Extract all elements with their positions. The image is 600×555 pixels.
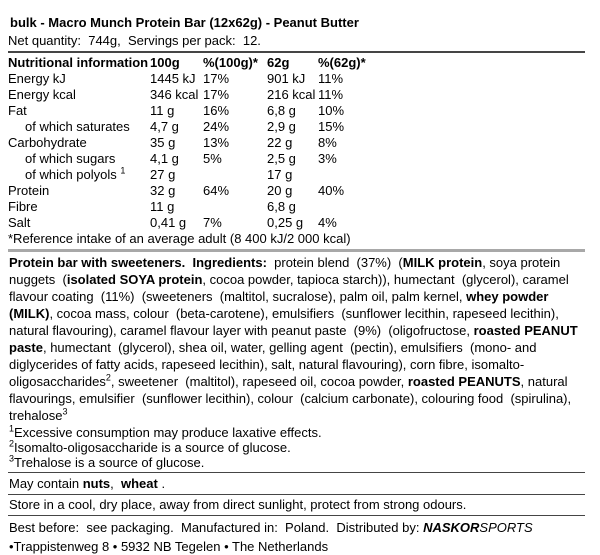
nutrient-label: Energy kJ xyxy=(8,71,66,86)
nutrient-label: of which polyols 1 xyxy=(25,165,126,182)
table-row: of which polyols 1 27 g 17 g xyxy=(8,165,585,183)
nutrient-label: Energy kcal xyxy=(8,87,76,102)
table-row: Protein 32 g 64% 20 g 40% xyxy=(8,183,585,199)
percent-per-62g xyxy=(318,167,585,183)
value-per-62g: 0,25 g xyxy=(267,215,304,230)
percent-per-62g: 4% xyxy=(318,215,337,230)
percent-per-100g: 7% xyxy=(203,215,222,230)
value-per-100g: 32 g xyxy=(150,183,176,198)
may-contain-line: May contain nuts, wheat . xyxy=(8,473,585,495)
value-per-100g: 35 g xyxy=(150,135,176,150)
header-62g: 62g xyxy=(267,55,290,70)
table-row: Carbohydrate 35 g 13% 22 g 8% xyxy=(8,135,585,151)
value-per-62g: 6,8 g xyxy=(267,199,296,214)
nutrient-label: Protein xyxy=(8,183,50,198)
value-per-62g: 216 kcal xyxy=(267,87,316,102)
percent-per-62g: 3% xyxy=(318,151,337,166)
footnotes-block: 1Excessive consumption may produce laxat… xyxy=(8,423,585,473)
value-per-62g: 901 kJ xyxy=(267,71,306,86)
value-per-100g: 4,7 g xyxy=(150,119,179,134)
percent-per-62g: 11% xyxy=(318,87,344,102)
value-per-100g: 11 g xyxy=(150,199,175,214)
header-pct-100g: %(100g)* xyxy=(203,55,258,70)
footnote: 1Excessive consumption may produce laxat… xyxy=(9,423,322,440)
table-row: Energy kJ 1445 kJ 17% 901 kJ 11% xyxy=(8,71,585,87)
value-per-62g: 17 g xyxy=(267,167,293,182)
nutrition-table: Nutritional information 100g %(100g)* 62… xyxy=(8,55,585,231)
percent-per-62g: 15% xyxy=(318,119,345,134)
percent-per-62g xyxy=(318,199,585,215)
distribution-line: Best before: see packaging. Manufactured… xyxy=(9,520,533,535)
percent-per-100g: 24% xyxy=(203,119,230,134)
nutrient-label: Fibre xyxy=(8,199,38,214)
distributor-address: •Trappistenweg 8 • 5932 NB Tegelen • The… xyxy=(9,539,329,554)
percent-per-100g: 13% xyxy=(203,135,230,150)
storage-instructions: Store in a cool, dry place, away from di… xyxy=(8,495,585,516)
nutrient-label: Fat xyxy=(8,103,27,118)
table-row: Energy kcal 346 kcal 17% 216 kcal 11% xyxy=(8,87,585,103)
reference-intake-note: *Reference intake of an average adult (8… xyxy=(8,231,585,252)
value-per-100g: 0,41 g xyxy=(150,215,187,230)
product-title: bulk - Macro Munch Protein Bar (12x62g) … xyxy=(10,15,359,30)
value-per-100g: 27 g xyxy=(150,167,176,182)
header-pct-62g: %(62g)* xyxy=(318,55,366,70)
value-per-100g: 346 kcal xyxy=(150,87,199,102)
percent-per-100g: 16% xyxy=(203,103,230,118)
value-per-100g: 11 g xyxy=(150,103,175,118)
footnote: 3Trehalose is a source of glucose. xyxy=(9,453,205,470)
value-per-62g: 2,5 g xyxy=(267,151,296,166)
value-per-62g: 6,8 g xyxy=(267,103,296,118)
percent-per-62g: 11% xyxy=(318,71,344,86)
nutrient-label: of which saturates xyxy=(25,119,130,134)
value-per-62g: 22 g xyxy=(267,135,293,150)
percent-per-100g: 64% xyxy=(203,183,230,198)
table-row: Salt 0,41 g 7% 0,25 g 4% xyxy=(8,215,585,231)
table-row: of which sugars 4,1 g 5% 2,5 g 3% xyxy=(8,151,585,167)
value-per-62g: 20 g xyxy=(267,183,293,198)
value-per-62g: 2,9 g xyxy=(267,119,296,134)
nutrient-label: of which sugars xyxy=(25,151,116,166)
percent-per-100g xyxy=(203,167,267,183)
value-per-100g: 1445 kJ xyxy=(150,71,196,86)
value-per-100g: 4,1 g xyxy=(150,151,179,166)
table-row: Fat 11 g 16% 6,8 g 10% xyxy=(8,103,585,119)
ingredients-paragraph: Protein bar with sweeteners. Ingredients… xyxy=(9,255,582,423)
percent-per-62g: 10% xyxy=(318,103,345,118)
net-quantity-line: Net quantity: 744g, Servings per pack: 1… xyxy=(8,33,585,53)
table-row: of which saturates 4,7 g 24% 2,9 g 15% xyxy=(8,119,585,135)
percent-per-100g: 5% xyxy=(203,151,222,166)
header-nutritional-information: Nutritional information xyxy=(8,55,149,70)
percent-per-100g xyxy=(203,199,267,215)
nutrition-table-header-row: Nutritional information 100g %(100g)* 62… xyxy=(8,55,585,71)
nutrient-label: Carbohydrate xyxy=(8,135,87,150)
nutrient-label: Salt xyxy=(8,215,31,230)
nutrition-table-body: Energy kJ 1445 kJ 17% 901 kJ 11% Energy kcal 3… xyxy=(8,71,585,231)
table-row: Fibre 11 g 6,8 g xyxy=(8,199,585,215)
percent-per-100g: 17% xyxy=(203,87,230,102)
percent-per-62g: 8% xyxy=(318,135,337,150)
footnote: 2Isomalto-oligosaccharide is a source of… xyxy=(9,438,291,455)
percent-per-62g: 40% xyxy=(318,183,345,198)
percent-per-100g: 17% xyxy=(203,71,230,86)
header-100g: 100g xyxy=(150,55,180,70)
